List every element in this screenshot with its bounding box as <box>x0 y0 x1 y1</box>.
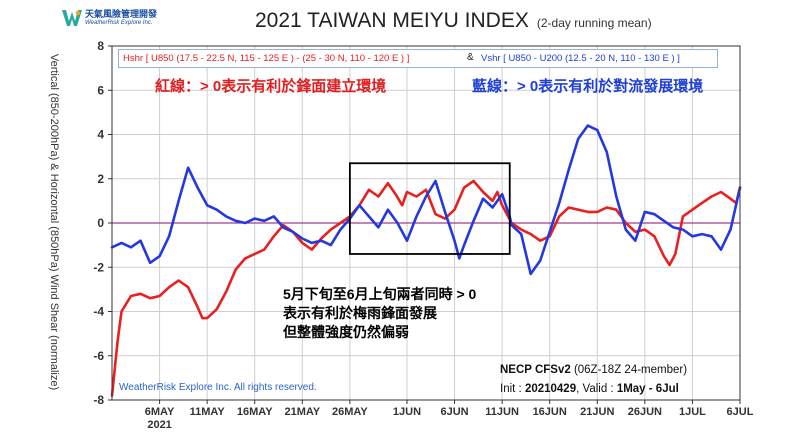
note-line-1: 5月下旬至6月上旬兩者同時 > 0 <box>283 286 477 302</box>
model-members: (06Z-18Z 24-member) <box>573 364 688 376</box>
highlight-box <box>348 162 511 255</box>
title-text: 2021 TAIWAN MEIYU INDEX <box>255 9 529 32</box>
legend-ampersand: & <box>467 52 474 63</box>
x-tick-label: 16MAY <box>237 406 273 418</box>
model-line: NECP CFSv2 (06Z-18Z 24-member) <box>500 361 687 380</box>
definition-legend: Hshr [ U850 (17.5 - 22.5 N, 115 - 125 E … <box>118 49 718 68</box>
logo-name-en: WeatherRisk Explore Inc. <box>85 20 153 26</box>
x-tick-label: 26JUN <box>628 406 662 418</box>
x-tick-label: 1JUL <box>679 406 706 418</box>
logo-name-zh: 天氣風險管理開發 <box>85 9 158 19</box>
x-tick-label: 6MAY <box>145 406 175 418</box>
y-tick-label: -4 <box>93 305 104 319</box>
y-tick-label: -2 <box>93 260 104 274</box>
valid-label: , Valid : <box>576 383 614 395</box>
x-tick-label: 6JUL <box>727 406 754 418</box>
copyright-notice: WeatherRisk Explore Inc. All rights rese… <box>119 382 317 393</box>
init-value: 20210429 <box>524 383 577 395</box>
note-line-2: 表示有利於梅雨鋒面發展 <box>283 305 437 321</box>
legend-blue-definition: Vshr [ U850 - U200 (12.5 - 20 N, 110 - 1… <box>481 53 680 64</box>
y-tick-label: -6 <box>93 349 104 363</box>
x-tick-label: 1JUN <box>393 406 421 418</box>
series-layer <box>110 124 742 397</box>
series-line-vshr <box>110 124 742 276</box>
logo: 天氣風險管理開發 WeatherRisk Explore Inc. <box>62 8 157 28</box>
model-name: NECP CFSv2 <box>500 364 571 376</box>
model-info: NECP CFSv2 (06Z-18Z 24-member) Init : 20… <box>500 361 687 399</box>
init-label: Init : <box>500 383 522 395</box>
y-tick-label: 0 <box>97 216 104 230</box>
y-tick-label: 2 <box>97 172 104 186</box>
x-tick-labels: 6MAY 11MAY 16MAY 21MAY 26MAY 1JUN 6JUN 11JUN 16J… <box>145 400 754 418</box>
x-tick-label: 11MAY <box>190 406 226 418</box>
x-tick-label: 16JUN <box>533 406 567 418</box>
y-tick-label: 8 <box>97 39 104 53</box>
year-label: 2021 <box>147 419 171 431</box>
x-tick-label: 21MAY <box>284 406 320 418</box>
y-axis-label: Vertical (850-200hPa) & Horizontal (850h… <box>48 53 60 391</box>
note-line-3: 但整體強度仍然偏弱 <box>283 324 409 340</box>
y-tick-labels: -8 -6 -4 -2 0 2 4 6 8 <box>93 39 112 407</box>
valid-value: 1May - 6Jul <box>616 383 679 395</box>
title-note: (2-day running mean) <box>536 16 652 30</box>
x-tick-label: 6JUN <box>440 406 468 418</box>
x-tick-label: 26MAY <box>332 406 368 418</box>
annotation-blue: 藍線：> 0表示有利於對流發展環境 <box>472 78 704 95</box>
logo-w-icon <box>62 10 82 26</box>
x-tick-label: 21JUN <box>580 406 614 418</box>
legend-red-definition: Hshr [ U850 (17.5 - 22.5 N, 115 - 125 E … <box>123 53 410 64</box>
series-line-hshr <box>110 179 742 397</box>
y-tick-label: 4 <box>97 128 104 142</box>
annotation-red: 紅線：> 0表示有利於鋒面建立環境 <box>155 78 387 95</box>
init-line: Init : 20210429, Valid : 1May - 6Jul <box>500 380 687 399</box>
y-tick-label: -8 <box>93 393 104 407</box>
y-tick-label: 6 <box>97 83 104 97</box>
chart-title: 2021 TAIWAN MEIYU INDEX (2-day running me… <box>255 9 652 33</box>
x-tick-label: 11JUN <box>485 406 519 418</box>
annotation-note: 5月下旬至6月上旬兩者同時 > 0 表示有利於梅雨鋒面發展 但整體強度仍然偏弱 <box>283 285 476 342</box>
